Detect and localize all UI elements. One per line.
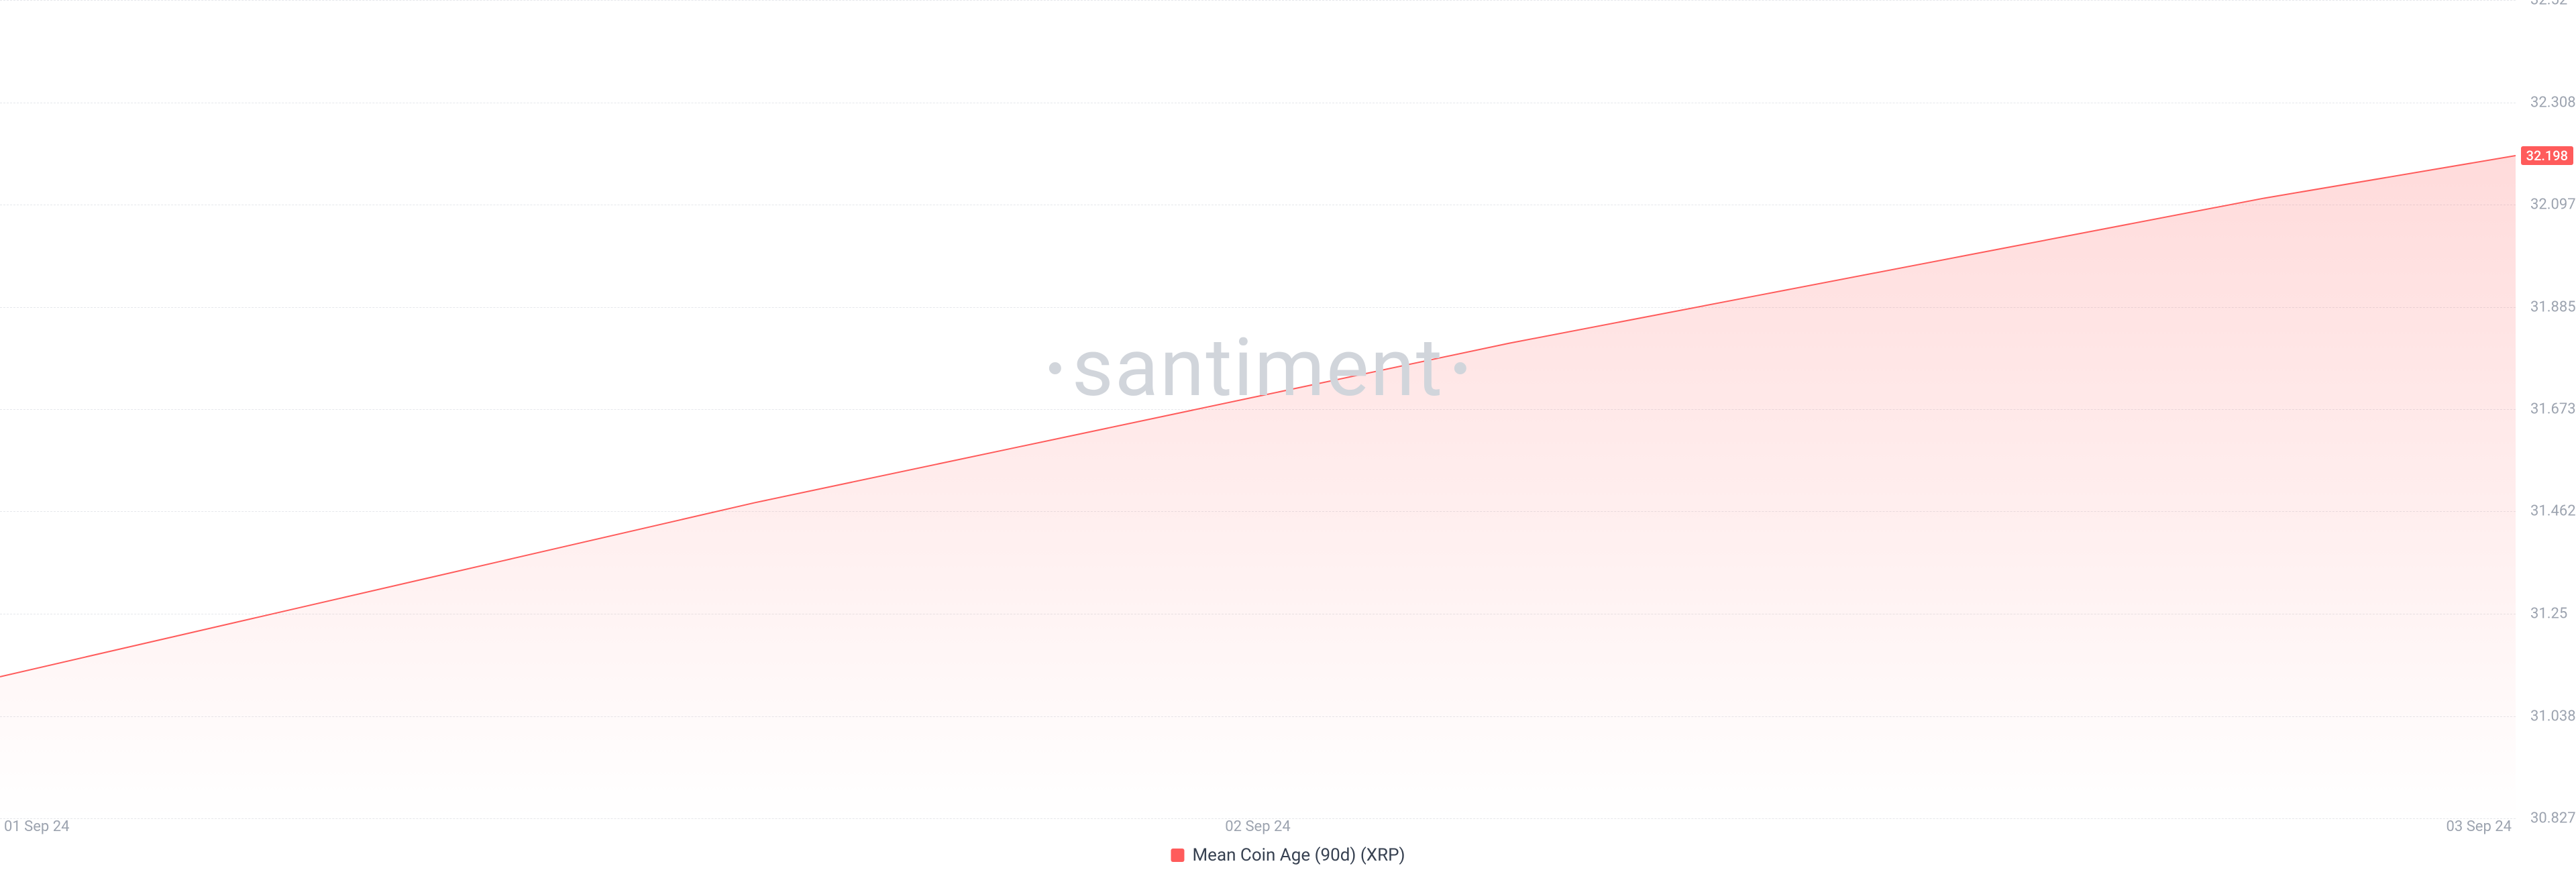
x-axis: 01 Sep 24 02 Sep 24 03 Sep 24 — [0, 818, 2516, 838]
x-tick-label: 03 Sep 24 — [2447, 818, 2512, 835]
chart-container: santiment 32.198 30.827 31.038 31.25 31.462… — [0, 0, 2576, 872]
x-tick-label: 02 Sep 24 — [1225, 818, 1290, 835]
y-axis: 32.198 30.82731.03831.2531.46231.67331.8… — [2516, 0, 2576, 818]
x-tick-label: 01 Sep 24 — [4, 818, 69, 835]
y-tick-label: 32.097 — [2522, 196, 2576, 213]
chart-svg — [0, 0, 2516, 818]
y-tick-label: 31.673 — [2522, 401, 2576, 418]
series-area — [0, 156, 2516, 818]
y-tick-label: 32.52 — [2522, 0, 2576, 9]
legend: Mean Coin Age (90d) (XRP) — [1171, 845, 1405, 865]
current-value-text: 32.198 — [2526, 148, 2568, 164]
y-tick-label: 31.462 — [2522, 503, 2576, 520]
y-tick-label: 30.827 — [2522, 810, 2576, 827]
y-tick-label: 31.038 — [2522, 708, 2576, 724]
legend-swatch — [1171, 849, 1184, 862]
y-tick-label: 31.25 — [2522, 606, 2576, 622]
legend-label: Mean Coin Age (90d) (XRP) — [1192, 845, 1405, 865]
current-value-badge: 32.198 — [2521, 146, 2573, 165]
y-tick-label: 31.885 — [2522, 298, 2576, 315]
y-tick-label: 32.308 — [2522, 94, 2576, 111]
plot-area: santiment — [0, 0, 2516, 818]
